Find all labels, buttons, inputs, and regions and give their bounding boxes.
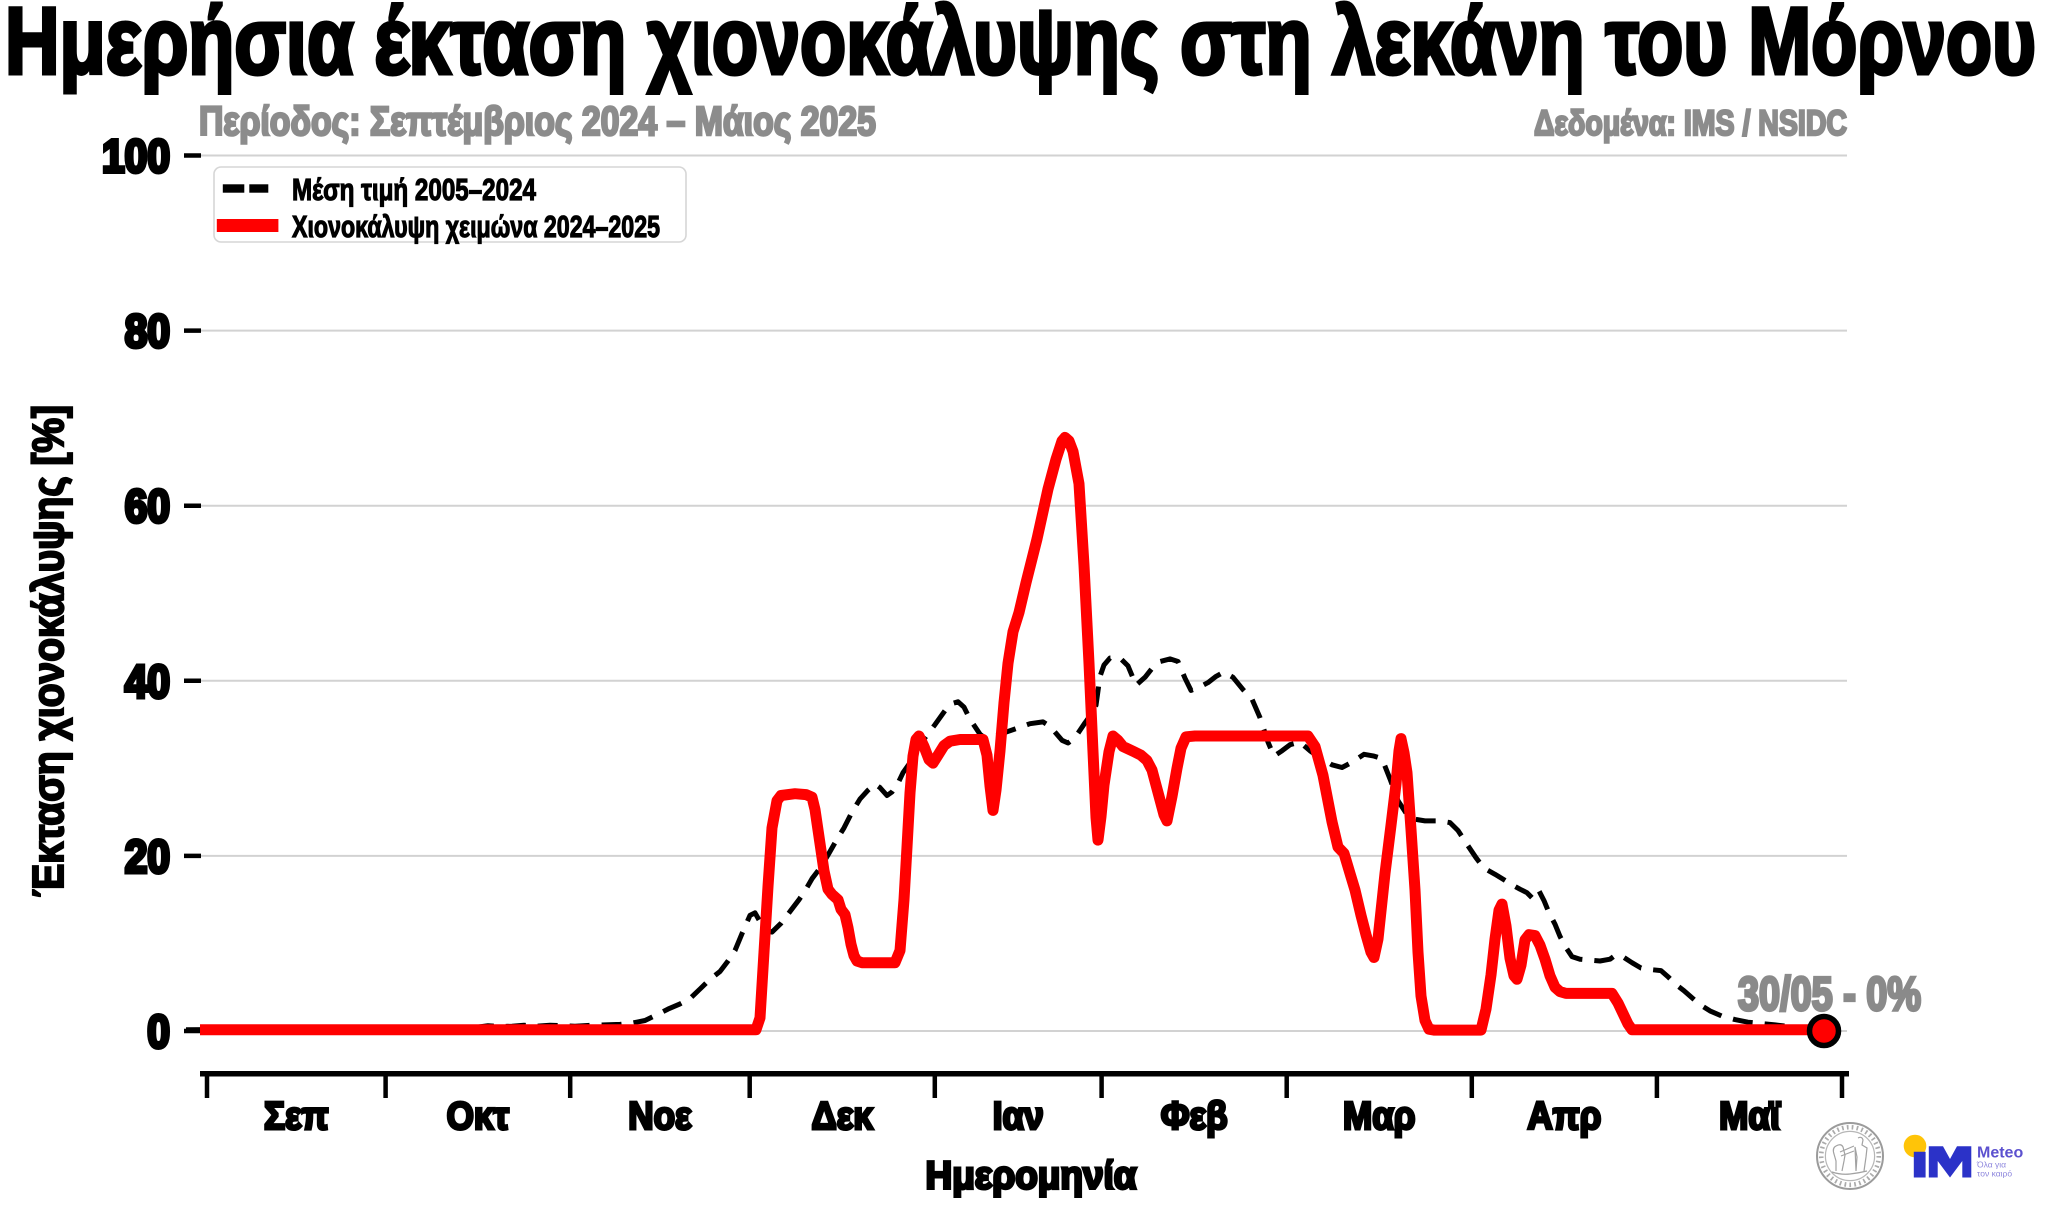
svg-text:Απρ: Απρ	[1527, 1095, 1601, 1138]
svg-text:Οκτ: Οκτ	[447, 1095, 510, 1138]
svg-text:0: 0	[147, 1006, 170, 1058]
svg-text:Όλα για: Όλα για	[1976, 1160, 2006, 1170]
svg-text:Μαϊ: Μαϊ	[1719, 1095, 1781, 1138]
svg-text:Δεκ: Δεκ	[812, 1095, 874, 1138]
svg-text:Ημερήσια έκταση χιονοκάλυψης σ: Ημερήσια έκταση χιονοκάλυψης στη λεκάνη …	[5, 0, 2036, 95]
svg-text:80: 80	[125, 305, 170, 357]
svg-text:Μέση τιμή 2005–2024: Μέση τιμή 2005–2024	[292, 173, 536, 207]
svg-text:Σεπ: Σεπ	[264, 1095, 329, 1138]
svg-text:τον καιρό: τον καιρό	[1977, 1169, 2012, 1179]
svg-text:Περίοδος: Σεπτέμβριος 2024 – Μ: Περίοδος: Σεπτέμβριος 2024 – Μάιος 2025	[199, 98, 876, 144]
svg-text:20: 20	[125, 830, 170, 882]
svg-text:100: 100	[102, 130, 170, 182]
svg-text:Meteo: Meteo	[1977, 1145, 2023, 1162]
svg-text:Νοε: Νοε	[628, 1095, 691, 1138]
svg-text:40: 40	[125, 655, 170, 707]
svg-text:60: 60	[125, 480, 170, 532]
svg-text:Δεδομένα: IMS / NSIDC: Δεδομένα: IMS / NSIDC	[1534, 104, 1847, 143]
svg-text:Ιαν: Ιαν	[993, 1095, 1044, 1138]
svg-text:Μαρ: Μαρ	[1343, 1095, 1416, 1138]
svg-text:30/05 - 0%: 30/05 - 0%	[1738, 967, 1921, 1020]
svg-text:Έκταση χιονοκάλυψης [%]: Έκταση χιονοκάλυψης [%]	[24, 405, 73, 897]
svg-text:Ημερομηνία: Ημερομηνία	[926, 1155, 1137, 1198]
svg-text:Χιονοκάλυψη χειμώνα 2024–2025: Χιονοκάλυψη χειμώνα 2024–2025	[292, 210, 660, 244]
svg-text:Φεβ: Φεβ	[1161, 1095, 1228, 1138]
